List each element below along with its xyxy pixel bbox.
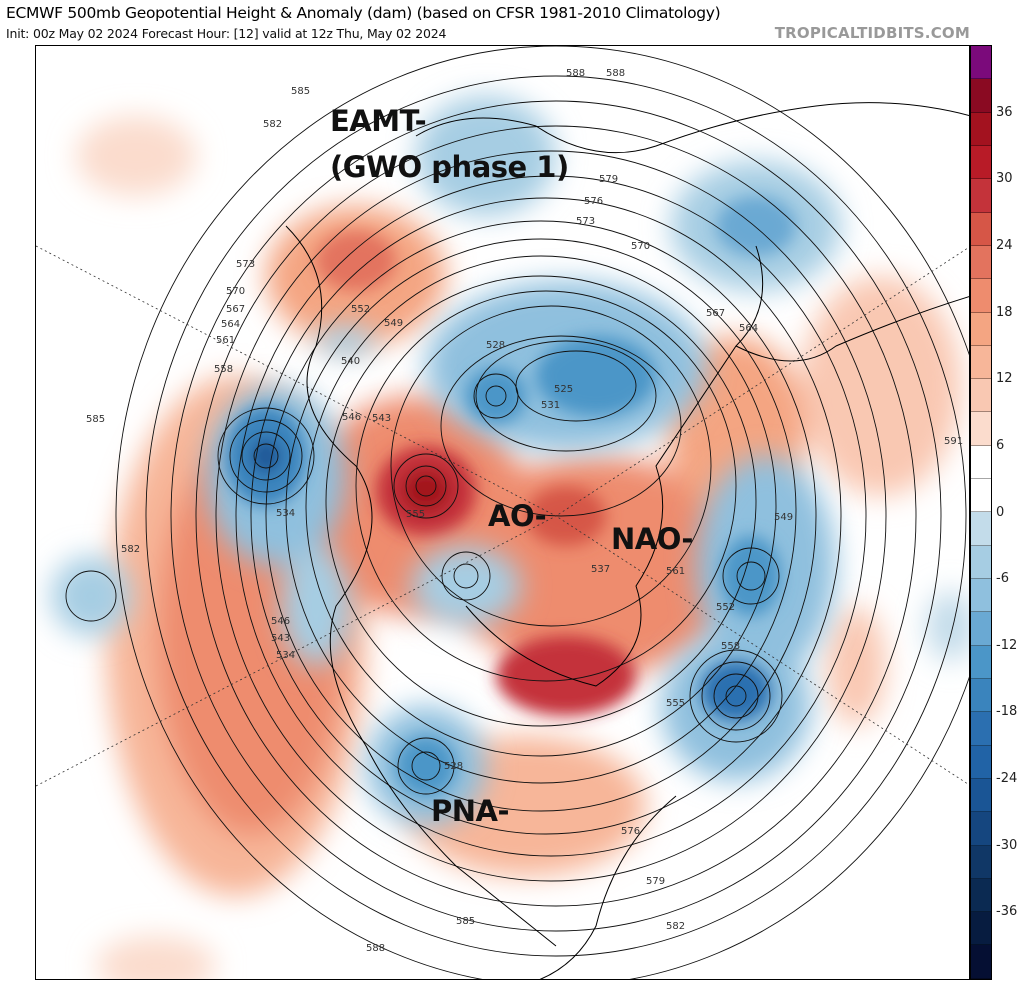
contour-label: 528	[444, 761, 464, 772]
contour-label: 576	[621, 826, 641, 837]
contour-label: 570	[631, 241, 651, 252]
contour-label: 549	[774, 512, 794, 523]
contour-label: 558	[214, 364, 234, 375]
colorbar-tick-label: -36	[996, 904, 1018, 920]
colorbar-tick-label: 30	[996, 171, 1013, 187]
colorbar-tick-label: 0	[996, 504, 1005, 520]
colorbar-tick-label: 6	[996, 437, 1005, 453]
colorbar-bin	[971, 812, 991, 846]
contour-label: 549	[384, 318, 404, 329]
colorbar-bin	[971, 778, 991, 813]
contour-label: 588	[566, 68, 586, 79]
brand-watermark: TROPICALTIDBITS.COM	[774, 24, 970, 42]
colorbar	[970, 45, 992, 980]
run-info: Init: 00z May 02 2024 Forecast Hour: [12…	[6, 26, 447, 41]
contour-label: 528	[486, 340, 506, 351]
contour-label: 534	[276, 650, 296, 661]
contour-label: 576	[584, 196, 604, 207]
contour-label: 564	[739, 323, 759, 334]
annotation-nao: NAO-	[611, 522, 693, 556]
contour-label: 591	[944, 436, 964, 447]
contour-label: 537	[591, 564, 611, 575]
contour-label: 567	[706, 308, 726, 319]
contour-label: 561	[216, 335, 236, 346]
colorbar-bin	[971, 512, 991, 546]
colorbar-bin	[971, 712, 991, 746]
contour-label: 546	[271, 616, 291, 627]
contour-label: 558	[721, 641, 741, 652]
contour-label: 546	[342, 412, 362, 423]
annotation-ao: AO-	[488, 499, 547, 533]
coastlines	[285, 102, 969, 979]
colorbar-bin	[971, 179, 991, 213]
geopotential-map: 588 585 582 576 573 570 567 564 561 558 …	[35, 45, 970, 980]
contour-label: 540	[341, 356, 361, 367]
colorbar-bin	[971, 279, 991, 313]
colorbar-bin	[971, 345, 991, 380]
contour-label: 573	[576, 216, 596, 227]
contour-label: 525	[554, 384, 574, 395]
contour-label: 588	[606, 68, 626, 79]
colorbar-bin	[971, 612, 991, 646]
colorbar-tick-label: -24	[996, 771, 1018, 787]
contour-label: 585	[291, 86, 311, 97]
colorbar-bin	[971, 912, 991, 946]
contour-label: 552	[351, 304, 371, 315]
contour-label: 573	[236, 259, 256, 270]
strong-positive-anomalies	[316, 231, 636, 716]
annotation-eamt: EAMT-	[330, 104, 427, 138]
colorbar-tick-label: -6	[996, 571, 1009, 587]
contour-label: 588	[366, 943, 386, 954]
colorbar-bin	[971, 645, 991, 679]
colorbar-bin	[971, 845, 991, 879]
contour-label: 567	[226, 304, 246, 315]
contour-label: 531	[541, 400, 561, 411]
annotation-pna: PNA-	[431, 794, 510, 828]
colorbar-bin	[971, 145, 991, 180]
contour-label: 579	[599, 174, 619, 185]
colorbar-bin	[971, 212, 991, 246]
colorbar-bin	[971, 579, 991, 613]
colorbar-bin	[971, 878, 991, 913]
colorbar-bin	[971, 245, 991, 280]
colorbar-bin	[971, 379, 991, 413]
contour-label: 543	[372, 413, 392, 424]
colorbar-bin	[971, 46, 991, 80]
contour-label: 585	[86, 414, 106, 425]
colorbar-tick-label: 18	[996, 304, 1013, 320]
colorbar-bin	[971, 79, 991, 113]
colorbar-tick-label: 36	[996, 104, 1013, 120]
colorbar-bin	[971, 445, 991, 480]
colorbar-tick-label: 24	[996, 237, 1013, 253]
contour-label: 543	[271, 633, 291, 644]
contour-label: 555	[406, 509, 426, 520]
contour-label: 582	[121, 544, 141, 555]
height-contours	[65, 46, 969, 979]
colorbar-bin	[971, 112, 991, 146]
colorbar-tick-label: -30	[996, 837, 1018, 853]
colorbar-bin	[971, 312, 991, 346]
contour-label: 579	[646, 876, 666, 887]
colorbar-tick-label: -18	[996, 704, 1018, 720]
contour-label: 570	[226, 286, 246, 297]
contour-label: 561	[666, 566, 686, 577]
colorbar-bin	[971, 412, 991, 446]
colorbar-tick-label: 12	[996, 371, 1013, 387]
contour-label: 582	[263, 119, 283, 130]
colorbar-bin	[971, 745, 991, 779]
contour-label: 534	[276, 508, 296, 519]
contour-label: 585	[456, 916, 476, 927]
colorbar-bin	[971, 479, 991, 513]
colorbar-tick-label: -12	[996, 637, 1018, 653]
contour-label: 555	[666, 698, 686, 709]
anomaly-field	[36, 46, 969, 979]
contour-label: 582	[666, 921, 686, 932]
colorbar-bin	[971, 945, 991, 979]
colorbar-bin	[971, 678, 991, 713]
contour-label: 552	[716, 602, 736, 613]
colorbar-bin	[971, 545, 991, 579]
chart-title: ECMWF 500mb Geopotential Height & Anomal…	[6, 4, 721, 22]
contour-label: 564	[221, 319, 241, 330]
annotation-gwo: (GWO phase 1)	[330, 150, 569, 184]
